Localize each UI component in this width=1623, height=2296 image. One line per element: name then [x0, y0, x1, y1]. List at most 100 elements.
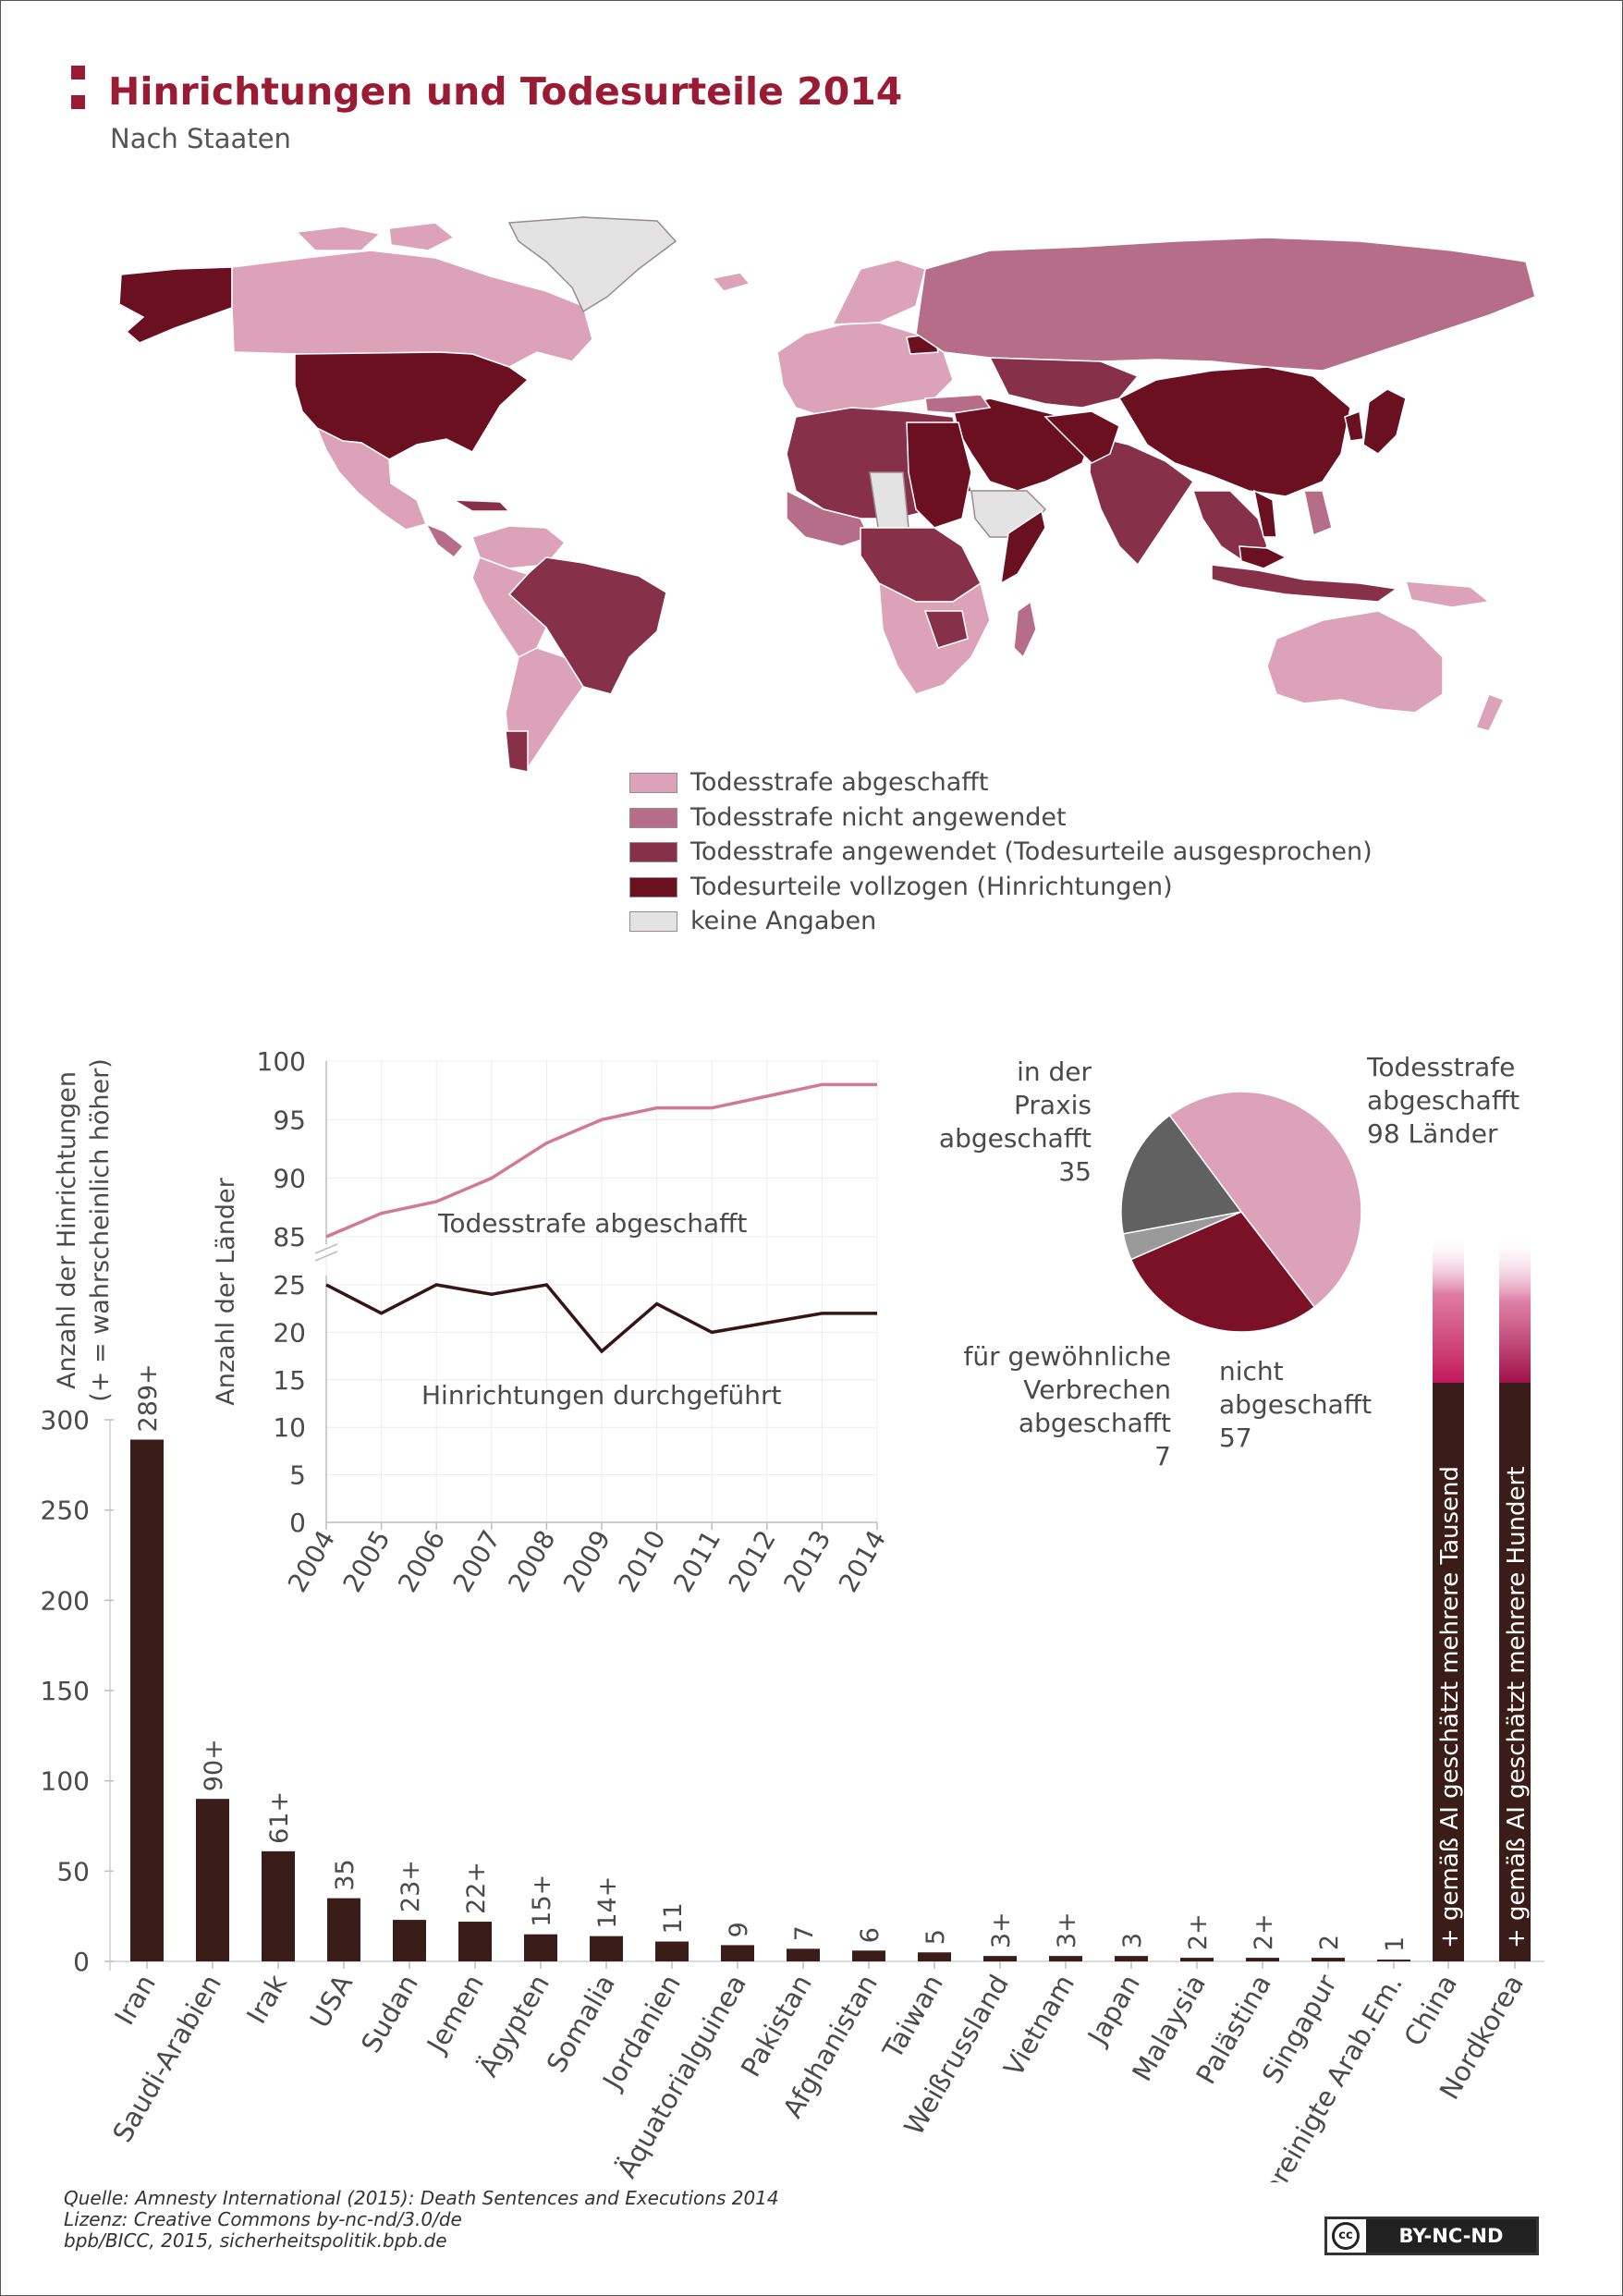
footer-source: Quelle: Amnesty International (2015): De… — [64, 2187, 779, 2209]
bar-value-label: 1 — [1381, 1936, 1409, 1952]
region-arctic-islands — [295, 226, 382, 251]
category-label: Irak — [240, 1969, 293, 2029]
title-marker-top — [71, 66, 85, 79]
y-axis-subtitle: (+ = wahrscheinlich höher) — [86, 1058, 115, 1402]
bar — [1180, 1958, 1214, 1961]
cc-license-badge[interactable]: cc BY-NC-ND — [1324, 2217, 1539, 2255]
legend-label: keine Angaben — [690, 907, 877, 935]
bar-value-label: 15+ — [528, 1875, 556, 1927]
region-scandinavia — [831, 259, 926, 325]
bar-value-label: 6 — [856, 1927, 885, 1943]
region-middle-east — [952, 397, 1092, 492]
bar — [1115, 1956, 1148, 1961]
legend-swatch — [629, 807, 677, 828]
region-central-asia — [988, 357, 1140, 409]
category-label: Taiwan — [876, 1970, 949, 2065]
region-iceland — [711, 272, 751, 292]
special-bar-label: + gemäß AI geschätzt mehrere Tausend — [1436, 1466, 1464, 1948]
bar — [1312, 1958, 1345, 1961]
region-usa — [294, 351, 530, 460]
y-tick-label: 50 — [56, 1856, 90, 1887]
bar-value-label: 3+ — [1053, 1911, 1081, 1948]
pie-label-praxis: 35 — [1058, 1156, 1092, 1187]
region-canada — [231, 250, 593, 368]
y-tick-label: 15 — [273, 1365, 306, 1396]
region-somalia — [1000, 509, 1046, 585]
region-papua — [1404, 580, 1491, 608]
bar — [918, 1952, 951, 1961]
cc-icon: cc — [1332, 2222, 1360, 2250]
pie-label-abgeschafft: 98 Länder — [1367, 1118, 1498, 1149]
region-west-africa — [786, 489, 872, 547]
y-tick-label: 85 — [273, 1222, 306, 1252]
y-tick-label: 10 — [273, 1412, 306, 1443]
region-caribbean — [453, 499, 511, 512]
region-madagascar — [1013, 600, 1037, 659]
bar — [590, 1936, 623, 1961]
bar — [393, 1920, 426, 1961]
axis-break — [314, 1243, 338, 1254]
region-indonesia — [1211, 564, 1398, 603]
bar — [262, 1850, 295, 1961]
region-alaska — [118, 266, 233, 344]
x-tick-label: 2006 — [392, 1525, 451, 1597]
bar — [1377, 1960, 1410, 1961]
pie-label-praxis: in der — [1017, 1056, 1092, 1087]
bar-value-label: 61+ — [265, 1791, 294, 1844]
x-tick-label: 2013 — [777, 1525, 836, 1597]
pie-label-nicht-abgeschafft: nicht — [1219, 1356, 1284, 1386]
line-y-axis-title: Anzahl der Länder — [212, 1177, 240, 1405]
pie-slice-praxis — [1120, 1114, 1243, 1235]
bar — [130, 1439, 164, 1961]
category-label: Iran — [108, 1970, 162, 2031]
footer-credit: bpb/BICC, 2015, sicherheitspolitik.bpb.d… — [64, 2229, 447, 2252]
region-chad-area — [869, 471, 909, 534]
footer-license: Lizenz: Creative Commons by-nc-nd/3.0/de — [64, 2208, 462, 2230]
pie-slice-abgeschafft — [1168, 1091, 1362, 1309]
pie-label-praxis: abgeschafft — [939, 1123, 1092, 1154]
region-india — [1089, 434, 1195, 567]
special-gradient — [1499, 1235, 1531, 1383]
category-label: Sudan — [355, 1970, 424, 2058]
pie-label-abgeschafft: abgeschafft — [1367, 1085, 1519, 1116]
bar-value-label: 9 — [725, 1922, 753, 1937]
x-tick-label: 2008 — [502, 1525, 561, 1597]
region-central-america — [424, 522, 465, 559]
region-tierra-del-fuego — [505, 730, 529, 773]
y-tick-label: 200 — [41, 1585, 90, 1616]
bar-value-label: 23+ — [397, 1860, 425, 1912]
bar — [852, 1950, 885, 1961]
bar-value-label: 2 — [1315, 1935, 1344, 1950]
legend-label: Todesstrafe abgeschafft — [690, 768, 989, 797]
region-greenland — [507, 216, 677, 313]
bar-value-label: 90+ — [200, 1739, 228, 1791]
bar — [1246, 1958, 1279, 1961]
bar — [196, 1799, 229, 1961]
region-vietnam — [1252, 489, 1277, 538]
category-label: Japan — [1080, 1970, 1146, 2052]
y-tick-label: 250 — [41, 1496, 90, 1526]
legend-label: Todesstrafe nicht angewendet — [690, 802, 1067, 832]
y-tick-label: 20 — [273, 1317, 306, 1348]
bar-value-label: 11 — [659, 1902, 688, 1934]
region-central-africa — [860, 527, 982, 603]
bar — [721, 1945, 754, 1961]
x-tick-label: 2005 — [336, 1525, 396, 1597]
bar — [655, 1941, 689, 1961]
region-turkey — [924, 394, 992, 414]
region-zimbabwe-area — [923, 610, 969, 649]
title-marker-bottom — [71, 95, 85, 109]
bar-value-label: 2+ — [1250, 1913, 1278, 1950]
pie-label-gewoehnlich: Verbrechen — [1023, 1374, 1171, 1405]
region-japan — [1362, 388, 1407, 455]
pie-label-nicht-abgeschafft: 57 — [1219, 1423, 1252, 1453]
x-tick-label: 2012 — [723, 1525, 782, 1597]
legend-swatch — [629, 876, 677, 898]
y-tick-label: 25 — [273, 1270, 306, 1301]
special-bar-label: + gemäß AI geschätzt mehrere Hundert — [1503, 1467, 1531, 1948]
legend-label: Todesstrafe angewendet (Todesurteile aus… — [690, 837, 1373, 866]
page-subtitle: Nach Staaten — [110, 123, 291, 154]
axis-break — [314, 1251, 338, 1262]
region-korea — [1344, 409, 1364, 442]
